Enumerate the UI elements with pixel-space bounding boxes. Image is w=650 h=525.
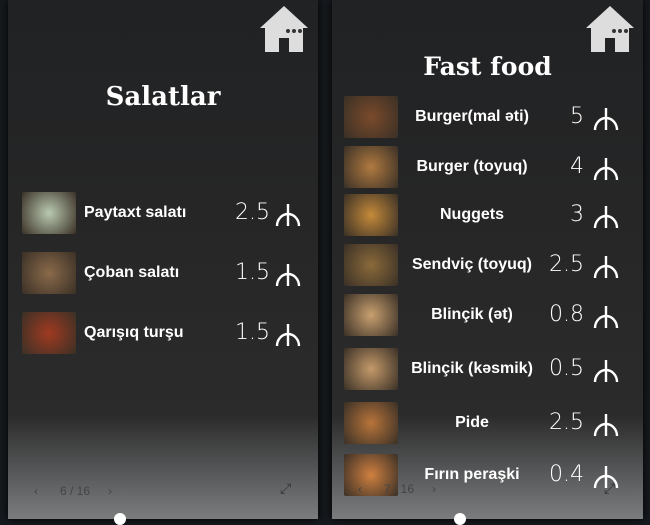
item-price: 0.4 [549,462,584,487]
item-name: Fırın peraşki [424,466,520,483]
manat-icon [275,204,301,227]
manat-icon [275,324,301,347]
item-price: 0.8 [549,302,584,327]
item-price: 4 [570,154,584,179]
menu-page-salads: Salatlar Paytaxt salatı 2.5 Çoban salatı… [8,0,318,525]
item-price: 2.5 [549,410,584,435]
menu-item: Sendviç (toyuq) 2.5 [332,244,643,288]
food-image [344,294,398,336]
item-name: Paytaxt salatı [84,204,187,221]
item-name: Sendviç (toyuq) [411,256,532,273]
chevron-left-icon[interactable]: ‹ [358,482,362,496]
chevron-right-icon[interactable]: › [108,484,112,498]
item-name: Pide [455,414,489,431]
manat-icon [593,306,619,329]
food-image [344,348,398,390]
chevron-left-icon[interactable]: ‹ [34,484,38,498]
food-image [22,252,76,294]
menu-item: Pide 2.5 [332,402,643,446]
scroll-handle[interactable] [454,513,466,525]
manat-icon [593,158,619,181]
manat-icon [593,256,619,279]
food-image [344,96,398,138]
menu-item: Blinçik (ət) 0.8 [332,294,643,338]
menu-item: Burger (toyuq) 4 [332,146,643,190]
item-price: 0.5 [549,356,584,381]
manat-icon [593,206,619,229]
menu-item: Nuggets 3 [332,194,643,238]
item-name: Blinçik (kəsmik) [411,360,533,377]
item-price: 2.5 [235,200,270,225]
food-image [22,192,76,234]
food-image [344,146,398,188]
manat-icon [275,264,301,287]
food-image [344,194,398,236]
food-image [344,244,398,286]
manat-icon [593,108,619,131]
manat-icon [593,414,619,437]
expand-icon[interactable]: ⤢ [280,480,292,496]
item-name: Nuggets [440,206,504,223]
page-title: Fast food [423,52,552,81]
chevron-right-icon[interactable]: › [432,482,436,496]
item-price: 2.5 [549,252,584,277]
food-image [344,454,398,496]
item-name: Blinçik (ət) [431,306,513,323]
item-name: Çoban salatı [84,264,180,281]
menu-item: Blinçik (kəsmik) 0.5 [332,348,643,392]
item-price: 1.5 [235,260,270,285]
page-indicator: 7 / 16 [384,482,415,496]
item-price: 3 [570,202,584,227]
menu-item: Paytaxt salatı 2.5 [8,192,318,236]
menu-page-fast-food: Fast food Burger(mal əti) 5 Burger (toyu… [332,0,643,525]
menu-item: Fırın peraşki 0.4 [332,454,643,498]
food-image [344,402,398,444]
home-icon[interactable] [584,4,636,54]
item-name: Burger (toyuq) [416,158,528,175]
page-title: Salatlar [105,82,221,112]
food-image [22,312,76,354]
menu-item: Burger(mal əti) 5 [332,96,643,140]
page-indicator: 6 / 16 [60,484,91,498]
item-price: 1.5 [235,320,270,345]
menu-item: Çoban salatı 1.5 [8,252,318,296]
expand-icon[interactable]: ⤢ [604,480,616,496]
item-name: Qarışıq turşu [84,324,184,341]
home-icon[interactable] [258,4,310,54]
menu-item: Qarışıq turşu 1.5 [8,312,318,356]
item-name: Burger(mal əti) [415,108,529,125]
item-price: 5 [570,104,584,129]
scroll-handle[interactable] [114,513,126,525]
manat-icon [593,360,619,383]
manat-icon [593,466,619,489]
